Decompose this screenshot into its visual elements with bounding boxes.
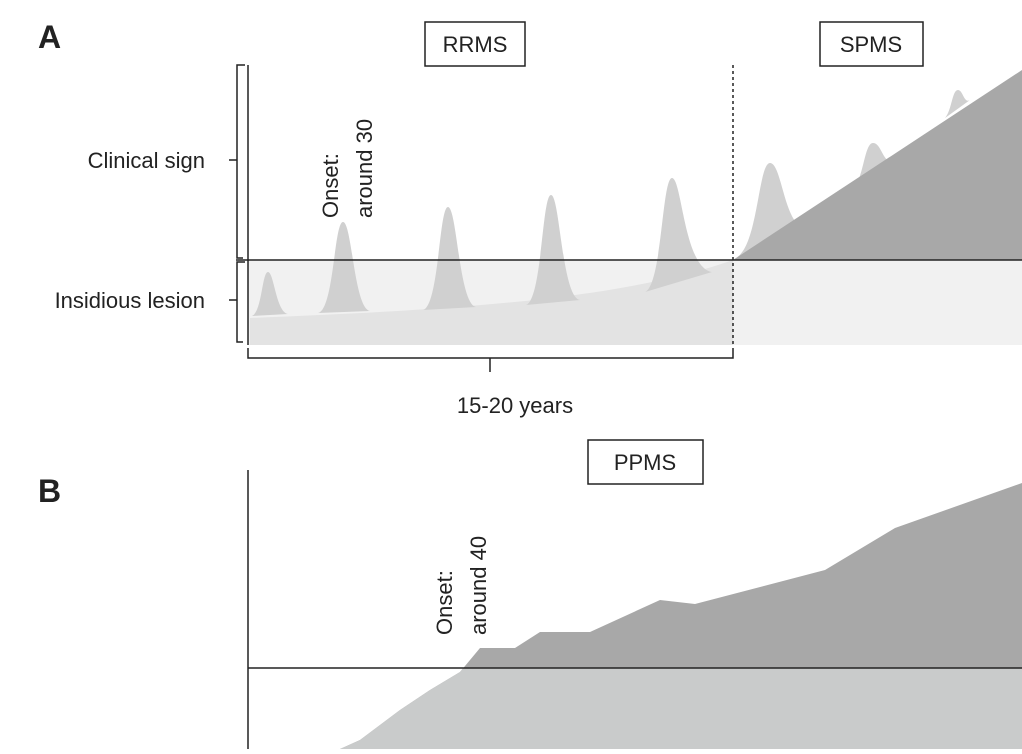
panel-label: A bbox=[38, 19, 61, 55]
stage-box bbox=[587, 439, 704, 485]
onset-label: around 40 bbox=[466, 536, 491, 635]
stage-label: SPMS bbox=[840, 32, 902, 57]
relapse-peaks bbox=[252, 90, 970, 316]
ppms-lower bbox=[340, 668, 1022, 749]
level-label: Insidious lesion bbox=[55, 288, 205, 313]
level-label: Clinical sign bbox=[88, 148, 205, 173]
stage-label: RRMS bbox=[443, 32, 508, 57]
stage-label: PPMS bbox=[614, 450, 676, 475]
lesion-area bbox=[250, 260, 733, 345]
brace bbox=[247, 348, 734, 372]
brace bbox=[229, 64, 245, 343]
duration-label: 15-20 years bbox=[457, 393, 573, 418]
panel-label: B bbox=[38, 473, 61, 509]
spms-area bbox=[733, 70, 1022, 260]
stage-box bbox=[424, 21, 526, 67]
onset-label: Onset: bbox=[318, 153, 343, 218]
onset-label: around 30 bbox=[352, 119, 377, 218]
onset-label: Onset: bbox=[432, 570, 457, 635]
stage-box bbox=[819, 21, 924, 67]
